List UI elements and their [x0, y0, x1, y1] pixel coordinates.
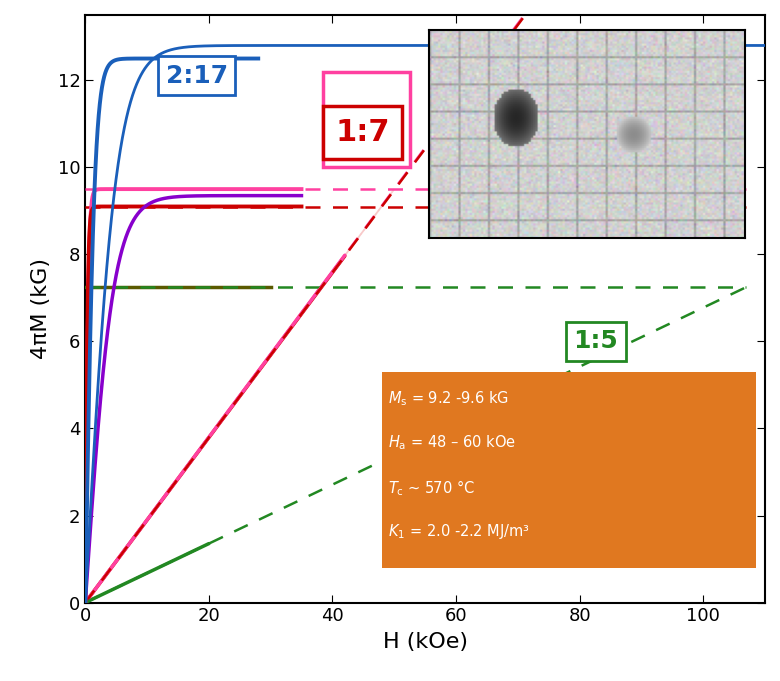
Y-axis label: 4πM (kG): 4πM (kG)	[30, 258, 51, 360]
X-axis label: H (kOe): H (kOe)	[383, 633, 468, 652]
FancyBboxPatch shape	[323, 72, 410, 168]
Text: 1:5: 1:5	[573, 330, 619, 353]
Text: $K_{\mathrm{1}}$ = 2.0 -2.2 MJ/m³: $K_{\mathrm{1}}$ = 2.0 -2.2 MJ/m³	[388, 522, 530, 541]
Polygon shape	[85, 189, 394, 603]
Text: $M_{\mathrm{s}}$ = 9.2 -9.6 kG: $M_{\mathrm{s}}$ = 9.2 -9.6 kG	[388, 390, 509, 408]
FancyBboxPatch shape	[382, 372, 756, 568]
Text: 2:17: 2:17	[165, 64, 228, 88]
Text: 1:7: 1:7	[335, 118, 390, 147]
Text: $H_{\mathrm{a}}$ = 48 – 60 kOe: $H_{\mathrm{a}}$ = 48 – 60 kOe	[388, 434, 516, 452]
Text: $T_{\mathrm{c}}$ ~ 570 °C: $T_{\mathrm{c}}$ ~ 570 °C	[388, 478, 475, 498]
